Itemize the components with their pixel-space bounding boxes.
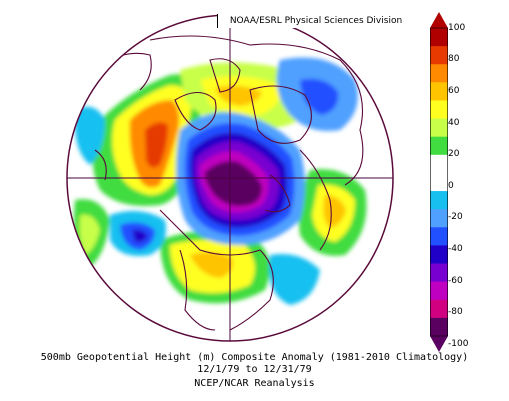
colorbar-cell: [430, 209, 448, 228]
positive-anomaly-east-orange: [323, 195, 346, 228]
negative-anomaly-cyan-west: [74, 106, 105, 165]
colorbar-cell: [430, 82, 448, 101]
positive-anomaly-sw-yellow: [79, 214, 100, 255]
colorbar-cell: [430, 317, 448, 337]
colorbar-tick-label: -20: [448, 212, 463, 222]
negative-anomaly-core: [204, 161, 262, 206]
negative-anomaly-violet-sw: [132, 229, 148, 243]
colorbar-tick-label: 20: [448, 149, 460, 159]
colorbar-cell: [430, 299, 448, 319]
colorbar-top-arrow: [430, 12, 448, 28]
colorbar-tick-label: -100: [448, 339, 469, 349]
caption-source: NCEP/NCAR Reanalysis: [194, 378, 315, 389]
colorbar-tick-label: 100: [448, 23, 466, 33]
colorbar-tick-label: 60: [448, 86, 460, 96]
colorbar-cell: [430, 263, 448, 283]
caption-dates: 12/1/79 to 12/31/79: [197, 364, 312, 375]
colorbar-cell: [430, 172, 448, 192]
colorbar-cell: [430, 118, 448, 138]
lat-lon-grid: [67, 15, 393, 341]
colorbar-cell: [430, 227, 448, 246]
positive-anomaly-south-orange: [190, 252, 233, 278]
colorbar-cell: [430, 191, 448, 210]
colorbar-cell: [430, 154, 448, 174]
colorbar-bottom-arrow: [430, 336, 448, 352]
colorbar-cell: [430, 100, 448, 120]
caption-title: 500mb Geopotential Height (m) Composite …: [40, 352, 469, 363]
positive-anomaly-red-west: [145, 122, 168, 168]
colorbar-tick-label: -80: [448, 307, 463, 317]
colorbar-tick-label: 0: [448, 181, 454, 191]
colorbar-tick-label: -60: [448, 276, 463, 286]
colorbar-tick-label: 80: [448, 54, 460, 64]
colorbar-cell: [430, 281, 448, 301]
attribution-label: NOAA/ESRL Physical Sciences Division: [217, 14, 414, 28]
colorbar-cell: [430, 28, 448, 47]
colorbar-cell: [430, 136, 448, 156]
colorbar-cell: [430, 46, 448, 65]
negative-anomaly-cyan-se: [269, 254, 320, 305]
colorbar-cell: [430, 64, 448, 83]
colorbar-cell: [430, 245, 448, 265]
colorbar-tick-label: 40: [448, 118, 460, 128]
colorbar-tick-label: -40: [448, 244, 463, 254]
colorbar: [430, 12, 448, 352]
coastlines: [94, 35, 364, 331]
